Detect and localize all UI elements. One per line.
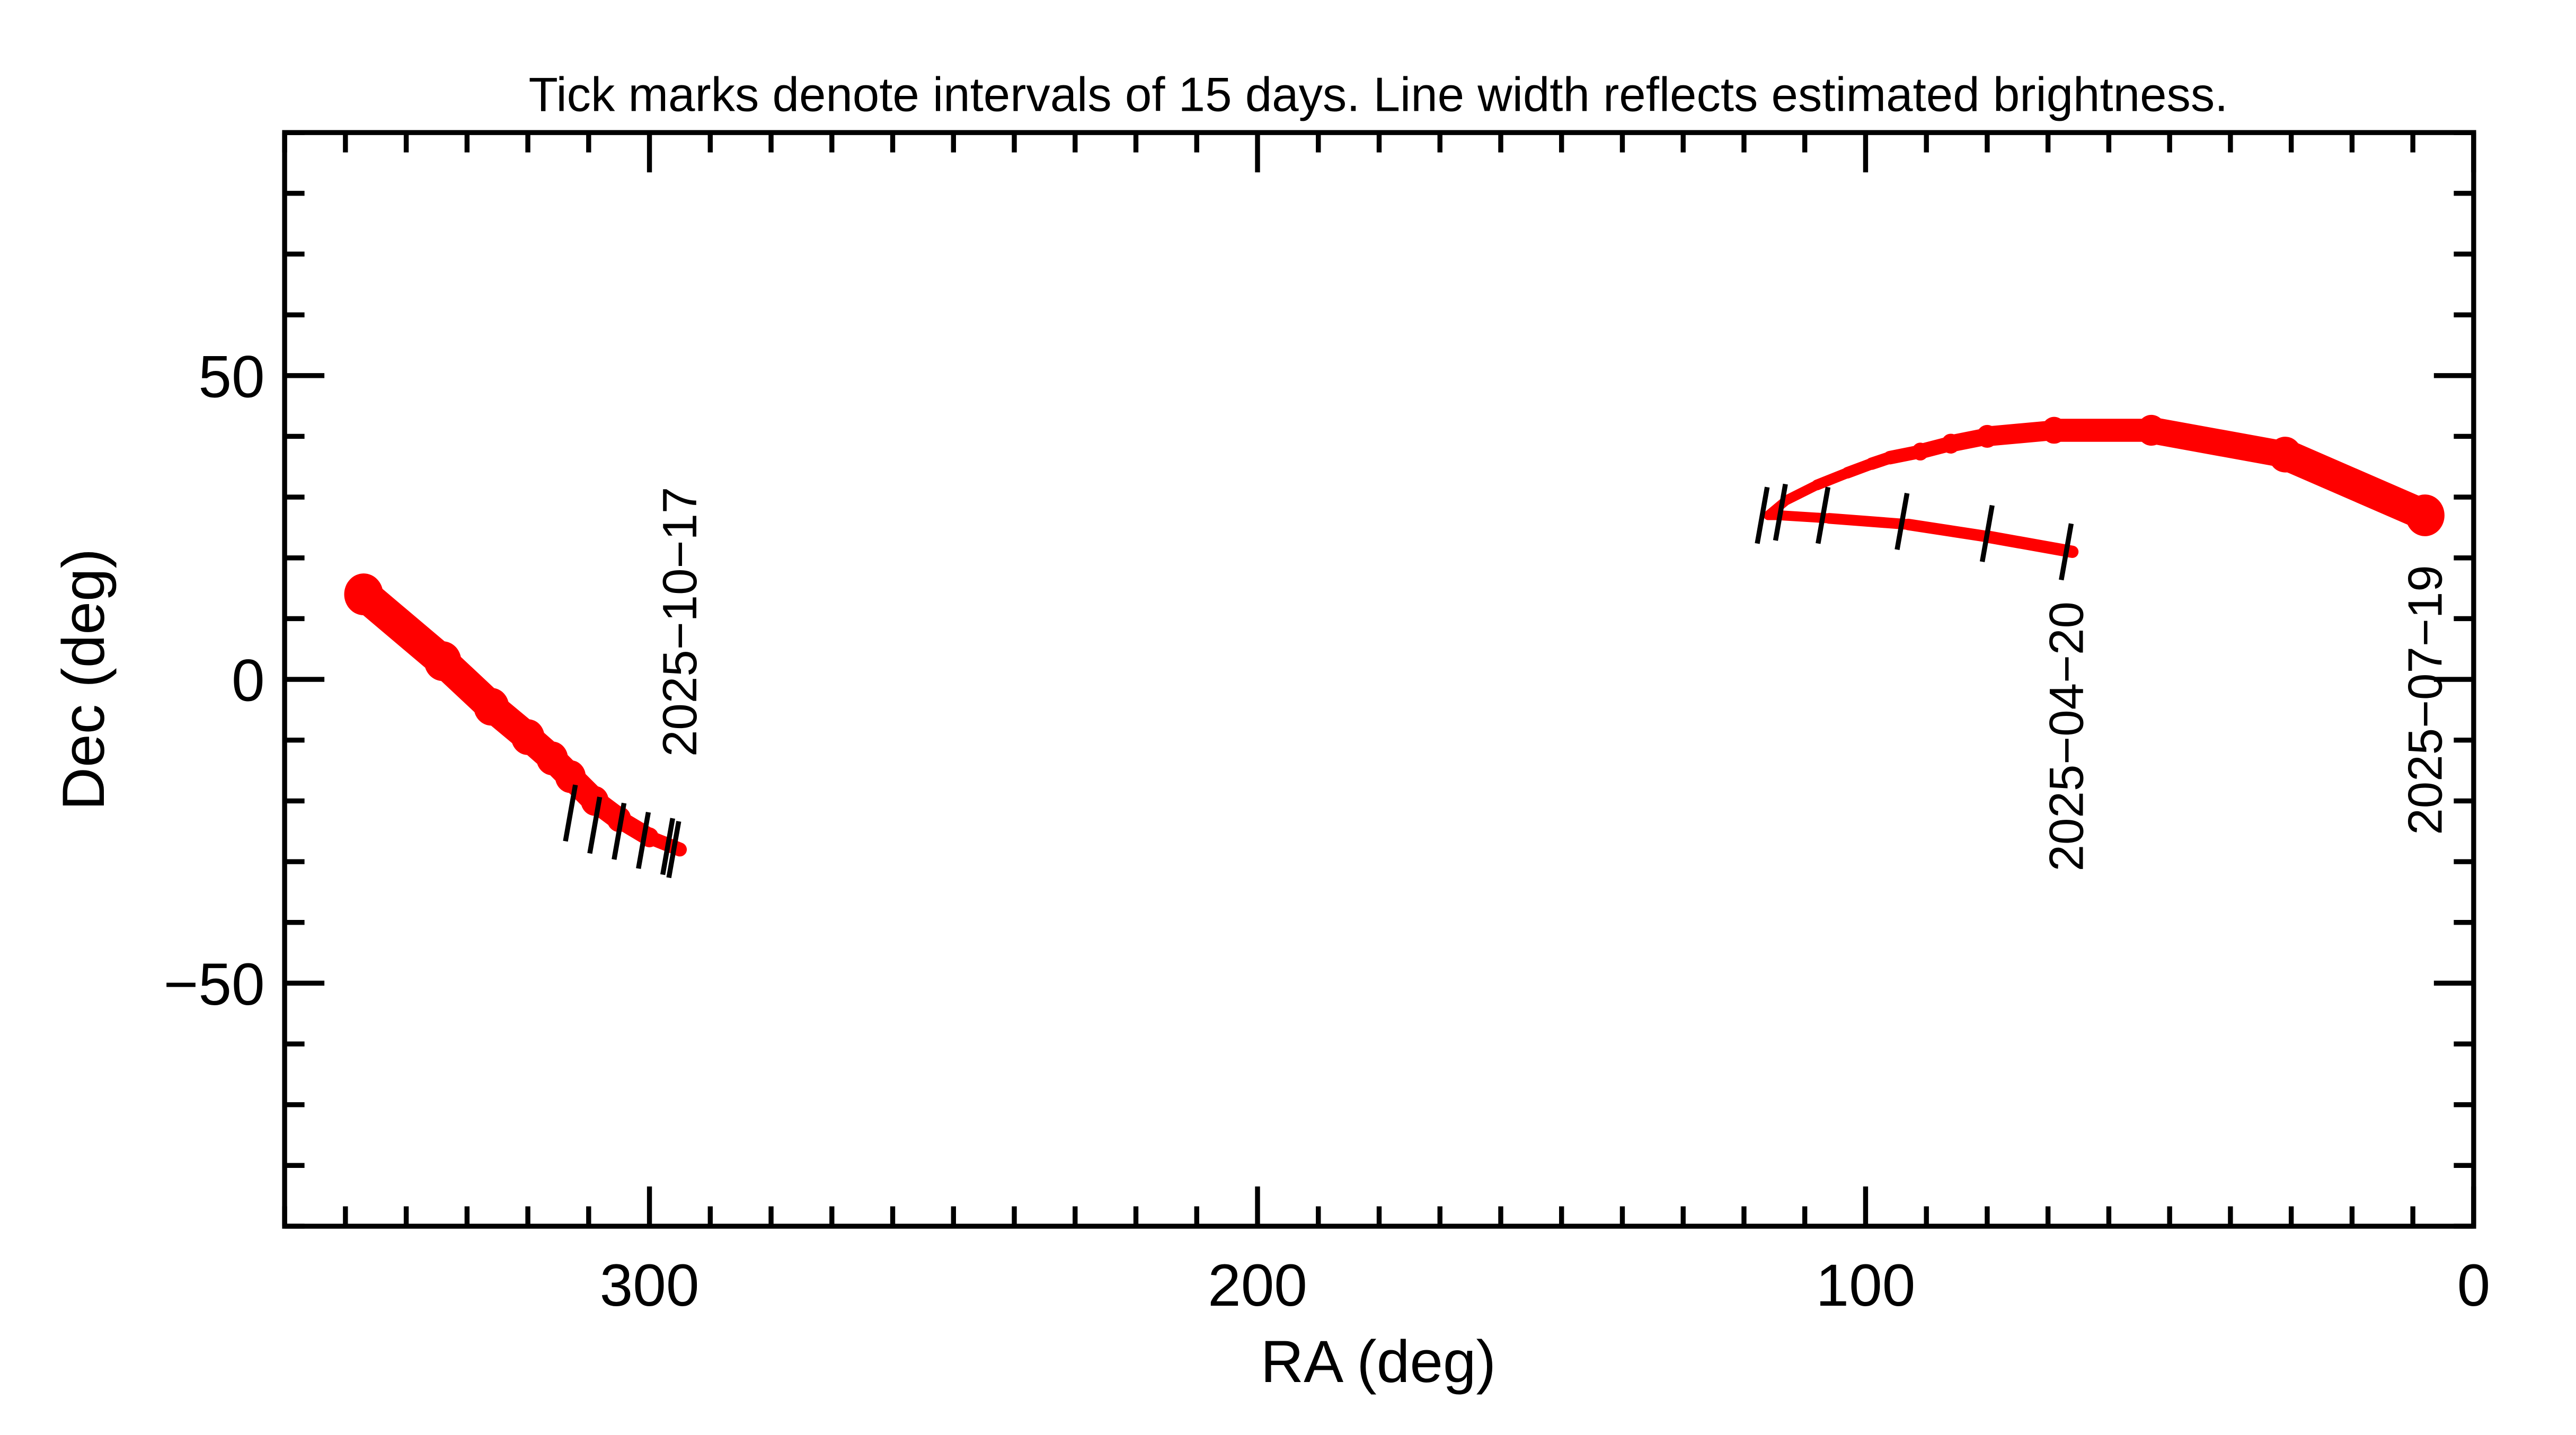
brightness-marker bbox=[2041, 417, 2067, 444]
trajectory-line bbox=[1823, 513, 1914, 530]
brightness-marker bbox=[424, 641, 462, 681]
y-tick-label: 0 bbox=[232, 647, 265, 714]
brightness-marker bbox=[2268, 437, 2302, 473]
interval-tick bbox=[1773, 483, 1788, 541]
interval-tick bbox=[2059, 523, 2074, 581]
brightness-marker bbox=[344, 573, 384, 615]
brightness-marker bbox=[1976, 424, 1998, 448]
plot-frame bbox=[282, 130, 2476, 1229]
brightness-marker bbox=[511, 719, 545, 755]
brightness-marker bbox=[1911, 442, 1929, 460]
x-tick-label: 300 bbox=[600, 1252, 700, 1318]
interval-tick bbox=[563, 784, 578, 842]
x-tick-label: 0 bbox=[2457, 1252, 2491, 1318]
interval-tick bbox=[660, 818, 675, 875]
y-tick-label: 50 bbox=[198, 343, 264, 410]
x-tick-label: 100 bbox=[1816, 1252, 1916, 1318]
brightness-marker bbox=[473, 688, 509, 726]
brightness-marker bbox=[2405, 494, 2445, 536]
interval-tick bbox=[612, 802, 627, 860]
brightness-marker bbox=[536, 741, 568, 776]
interval-tick bbox=[587, 796, 603, 854]
brightness-marker bbox=[2137, 414, 2166, 446]
x-tick-label: 200 bbox=[1208, 1252, 1307, 1318]
x-axis-label: RA (deg) bbox=[1261, 1328, 1496, 1395]
interval-tick bbox=[1755, 486, 1770, 544]
interval-tick bbox=[1895, 492, 1910, 550]
date-label: 2025−04−20 bbox=[2040, 601, 2093, 871]
y-axis-label: Dec (deg) bbox=[50, 548, 117, 810]
trajectory-line bbox=[1781, 480, 1822, 506]
chart-title: Tick marks denote intervals of 15 days. … bbox=[528, 68, 2228, 122]
date-label: 2025−10−17 bbox=[653, 487, 707, 757]
date-label: 2025−07−19 bbox=[2398, 565, 2452, 835]
trajectory-line bbox=[1981, 530, 2079, 558]
trajectory-line bbox=[2269, 439, 2441, 531]
brightness-marker bbox=[581, 786, 609, 816]
trajectory-segment: 2025−10−17 bbox=[344, 487, 707, 879]
interval-tick bbox=[666, 821, 681, 879]
trajectory-segment: 2025−04−20 2025−07−19 bbox=[1755, 414, 2452, 871]
brightness-marker bbox=[1941, 433, 1960, 454]
trajectory-line bbox=[2138, 417, 2299, 468]
plot-marks: 2025−04−20 2025−07−19 2025−10−17 bbox=[344, 414, 2452, 879]
interval-tick bbox=[1979, 504, 1995, 562]
y-tick-label: −50 bbox=[164, 951, 265, 1017]
trajectory-line bbox=[1902, 518, 1993, 543]
interval-tick bbox=[1816, 486, 1831, 544]
interval-tick bbox=[636, 811, 651, 869]
axes: 300 200 100 0 50 0 −50 bbox=[164, 130, 2491, 1318]
